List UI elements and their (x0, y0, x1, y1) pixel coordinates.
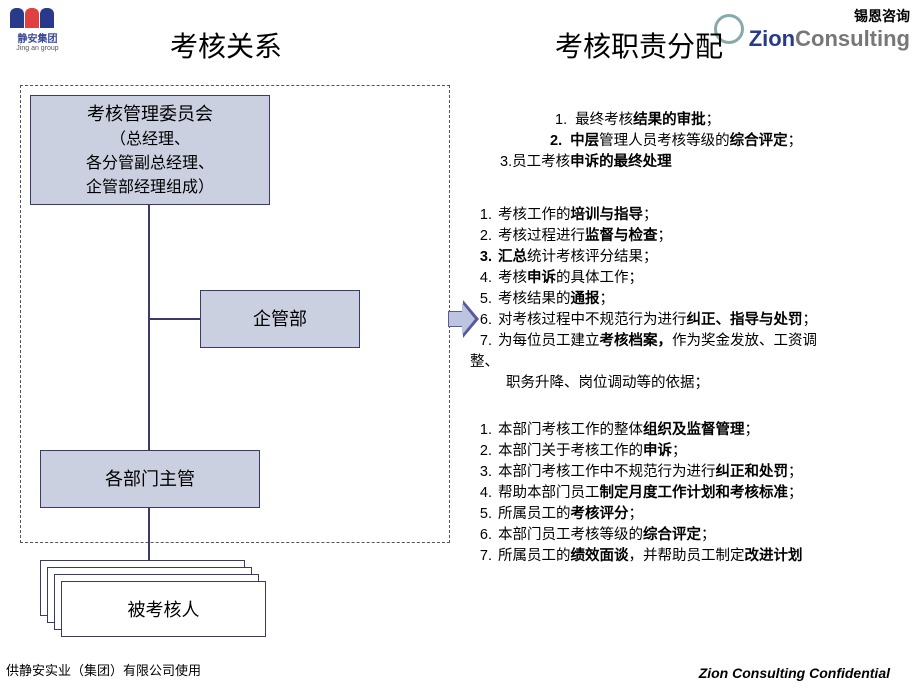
list-item: 7.为每位员工建立考核档案，作为奖金发放、工资调 (470, 331, 910, 352)
box-subject: 被考核人 (61, 581, 266, 637)
list-item: 6.对考核过程中不规范行为进行纠正、指导与处罚； (470, 310, 910, 331)
connector (148, 318, 150, 450)
list-item: 5.所属员工的考核评分； (470, 504, 910, 525)
connector (148, 508, 150, 560)
logo-stripe (10, 8, 24, 28)
list-item: 5.考核结果的通报； (470, 289, 910, 310)
list-item: 2.本部门关于考核工作的申诉； (470, 441, 910, 462)
zion-cn: 锡恩咨询 (749, 6, 910, 26)
list-item: 4.考核申诉的具体工作； (470, 268, 910, 289)
committee-l1: （总经理、 (31, 128, 269, 152)
connector (148, 318, 200, 320)
logo-en: Jing an group (10, 45, 65, 52)
committee-l2: 各分管副总经理、 (31, 152, 269, 176)
list-item: 2.考核过程进行监督与检查； (470, 226, 910, 247)
footer-left: 供静安实业（集团）有限公司使用 (6, 660, 201, 679)
zion-sub: Consulting (795, 26, 910, 51)
duties-heads: 1.本部门考核工作的整体组织及监督管理；2.本部门关于考核工作的申诉；3.本部门… (470, 420, 910, 567)
committee-title: 考核管理委员会 (31, 101, 269, 128)
logo-cn: 静安集团 (10, 30, 65, 45)
box-heads: 各部门主管 (40, 450, 260, 508)
box-subject-stack: 被考核人 (40, 560, 265, 638)
list-item: 7.所属员工的绩效面谈，并帮助员工制定改进计划 (470, 546, 910, 567)
title-right: 考核职责分配 (555, 25, 723, 65)
logo-zion: 锡恩咨询 ZionConsulting (714, 6, 910, 52)
list-item: 3.汇总统计考核评分结果； (470, 247, 910, 268)
duties-committee: 1. 最终考核结果的审批；2. 中层管理人员考核等级的综合评定；3.员工考核申诉… (470, 110, 910, 173)
zion-en: Zion (749, 26, 795, 51)
logo-stripe (25, 8, 39, 28)
list-item: 3.本部门考核工作中不规范行为进行纠正和处罚； (470, 462, 910, 483)
list-item: 1.本部门考核工作的整体组织及监督管理； (470, 420, 910, 441)
box-dept: 企管部 (200, 290, 360, 348)
logo-jingan: 静安集团 Jing an group (10, 8, 65, 52)
committee-l3: 企管部经理组成） (31, 176, 269, 200)
connector (148, 205, 150, 318)
header: 静安集团 Jing an group 锡恩咨询 ZionConsulting (0, 0, 920, 60)
list-item: 1.考核工作的培训与指导； (470, 205, 910, 226)
footer-right: Zion Consulting Confidential (699, 665, 890, 681)
box-committee: 考核管理委员会 （总经理、 各分管副总经理、 企管部经理组成） (30, 95, 270, 205)
title-left: 考核关系 (170, 25, 282, 65)
list-item: 4.帮助本部门员工制定月度工作计划和考核标准； (470, 483, 910, 504)
list-item: 6.本部门员工考核等级的综合评定； (470, 525, 910, 546)
duties-dept: 1.考核工作的培训与指导；2.考核过程进行监督与检查；3.汇总统计考核评分结果；… (470, 205, 910, 394)
logo-mark (10, 8, 65, 28)
logo-stripe (40, 8, 54, 28)
